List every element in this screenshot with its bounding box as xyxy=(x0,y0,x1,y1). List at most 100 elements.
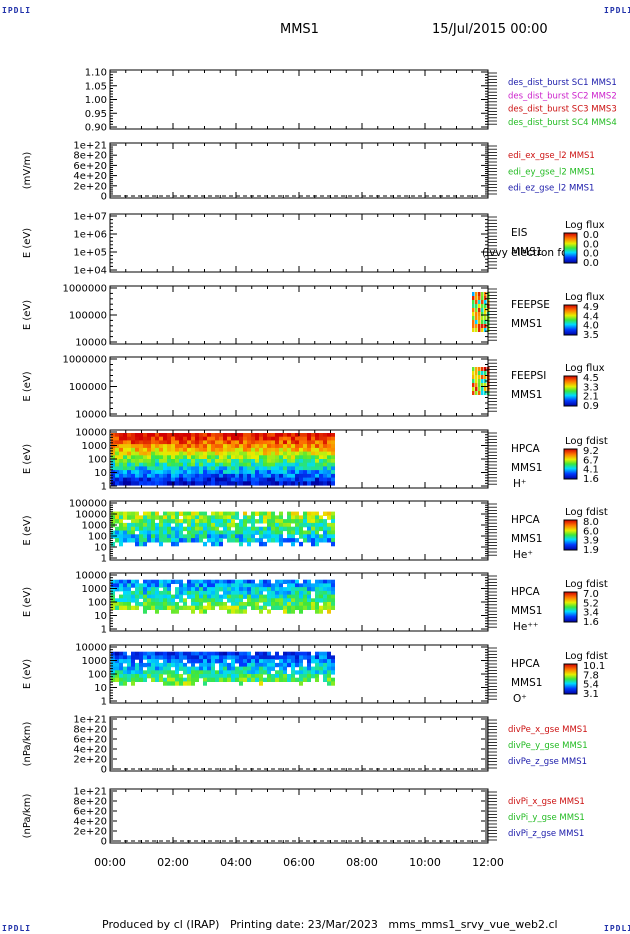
spectrogram-cell xyxy=(171,462,175,467)
spectrogram-cell xyxy=(159,579,163,584)
spectrogram-cell xyxy=(159,602,163,607)
spectrogram-cell xyxy=(231,609,235,614)
spectrogram-cell xyxy=(255,433,259,438)
spectrogram-cell xyxy=(191,579,195,584)
spectrogram-cell xyxy=(199,470,203,475)
spectrogram-cell xyxy=(291,541,295,547)
spectrogram-cell xyxy=(311,444,315,449)
spectrogram-cell xyxy=(111,519,115,524)
spectrogram-cell xyxy=(275,655,279,660)
spectrogram-cell xyxy=(143,579,147,584)
spectrogram-cell xyxy=(307,522,311,528)
spectrogram-cell xyxy=(315,459,319,464)
spectrogram-cell xyxy=(119,436,123,441)
spectrogram-cell xyxy=(259,609,263,614)
spectrogram-cell xyxy=(323,526,327,532)
spectrogram-cell xyxy=(191,477,195,482)
spectrogram-cell xyxy=(287,481,291,486)
spectrogram-cell xyxy=(275,674,279,679)
spectrogram-cell xyxy=(211,659,215,664)
spectrogram-cell xyxy=(299,594,303,599)
spectrogram-cell xyxy=(243,530,247,535)
spectrogram-cell xyxy=(295,659,299,664)
spectrogram-cell xyxy=(291,477,295,482)
spectrogram-cell xyxy=(199,522,203,528)
spectrogram-cell xyxy=(155,670,159,675)
spectrogram-cell xyxy=(159,598,163,603)
spectrogram-cell xyxy=(167,477,171,482)
spectrogram-cell xyxy=(183,587,187,592)
spectrogram-cell xyxy=(171,519,175,524)
colorbar-tick-label: 5.2 xyxy=(583,598,599,609)
spectrogram-cell xyxy=(131,459,135,464)
spectrogram-cell xyxy=(147,522,151,528)
spectrogram-cell xyxy=(279,481,283,486)
spectrogram-cell xyxy=(259,655,263,660)
spectrogram-cell xyxy=(331,602,335,607)
spectrogram-cell xyxy=(283,590,287,596)
spectrogram-cell xyxy=(255,651,259,656)
spectrogram-cell xyxy=(275,466,279,471)
spectrogram-cell xyxy=(191,459,195,464)
spectrogram-cell xyxy=(239,659,243,664)
spectrogram-cell xyxy=(307,674,311,679)
spectrogram-cell xyxy=(115,587,119,592)
spectrogram-cell xyxy=(251,590,255,596)
spectrogram-cell xyxy=(111,579,115,584)
spectrogram-cell xyxy=(143,515,147,520)
spectrogram-cell xyxy=(159,455,163,460)
spectrogram-cell xyxy=(135,655,139,660)
spectrogram-cell xyxy=(151,534,155,539)
y-axis-label: E (eV) xyxy=(22,444,33,474)
spectrogram-cell xyxy=(279,459,283,464)
spectrogram-cell xyxy=(478,320,481,324)
spectrogram-cell xyxy=(139,459,143,464)
spectrogram-cell xyxy=(159,670,163,675)
spectrogram-cell xyxy=(227,466,231,471)
spectrogram-cell xyxy=(243,519,247,524)
spectrogram-cell xyxy=(143,481,147,486)
spectrogram-cell xyxy=(139,651,143,656)
y-axis-label: (mV/m) xyxy=(22,152,33,190)
spectrogram-cell xyxy=(143,470,147,475)
spectrogram-cell xyxy=(267,519,271,524)
spectrogram-cell xyxy=(215,598,219,603)
spectrogram-cell xyxy=(295,590,299,596)
spectrogram-cell xyxy=(299,666,303,671)
spectrogram-cell xyxy=(323,666,327,671)
spectrogram-cell xyxy=(283,609,287,614)
spectrogram-cell xyxy=(279,473,283,479)
spectrogram-cell xyxy=(323,470,327,475)
spectrogram-cell xyxy=(215,477,219,482)
spectrogram-cell xyxy=(259,459,263,464)
spectrogram-cell xyxy=(307,666,311,671)
spectrogram-cell xyxy=(255,511,259,516)
y-tick-label: 1000 xyxy=(82,441,107,452)
spectrogram-cell xyxy=(159,447,163,453)
spectrogram-cell xyxy=(295,511,299,516)
spectrogram-cell xyxy=(179,462,183,467)
spectrogram-cell xyxy=(219,477,223,482)
y-tick-label: 1 xyxy=(101,697,107,708)
spectrogram-cell xyxy=(239,433,243,438)
spectrogram-cell xyxy=(243,511,247,516)
colorbar-tick-label: 1.6 xyxy=(583,617,599,628)
spectrogram-cell xyxy=(139,481,143,486)
spectrogram-cell xyxy=(219,587,223,592)
spectrogram-cell xyxy=(227,459,231,464)
spectrogram-cell xyxy=(239,470,243,475)
spectrogram-cell xyxy=(199,477,203,482)
spectrogram-cell xyxy=(475,375,478,379)
spectrogram-cell xyxy=(131,526,135,532)
spectrogram-cell xyxy=(159,462,163,467)
spectrogram-cell xyxy=(319,466,323,471)
spectrogram-cell xyxy=(195,598,199,603)
spectrogram-cell xyxy=(295,538,299,543)
spectrogram-cell xyxy=(283,670,287,675)
spectrogram-cell xyxy=(111,659,115,664)
spectrogram-cell xyxy=(315,538,319,543)
legend-entry: edi_ex_gse_l2 MMS1 xyxy=(508,151,595,161)
spectrogram-cell xyxy=(478,308,481,312)
spectrogram-cell xyxy=(315,470,319,475)
spectrogram-cell xyxy=(203,587,207,592)
